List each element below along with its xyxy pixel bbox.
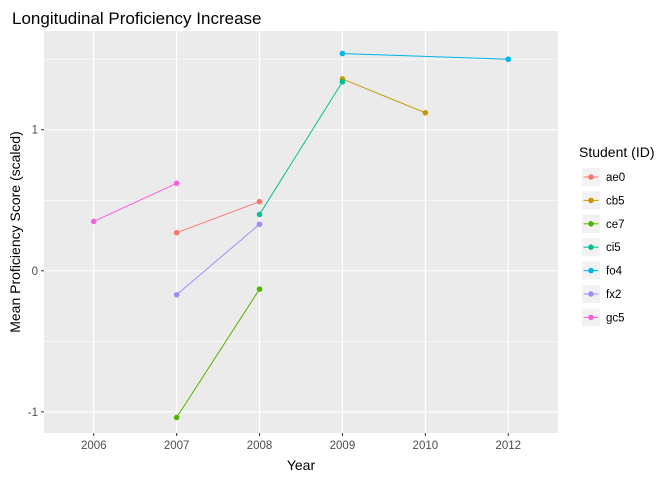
data-point-fx2: [173, 291, 180, 298]
data-point-fx2: [256, 221, 263, 228]
data-point-ci5: [339, 78, 346, 85]
x-tick-label: 2008: [247, 440, 273, 452]
x-tick-label: 2012: [495, 440, 521, 452]
legend-label-cb5: cb5: [606, 195, 625, 207]
series-points: [90, 50, 512, 421]
legend-label-ae0: ae0: [606, 172, 625, 184]
legend-label-fx2: fx2: [606, 289, 621, 301]
data-point-ci5: [256, 211, 263, 218]
x-tick-label: 2009: [330, 440, 356, 452]
y-tick-label: -1: [28, 407, 38, 419]
series-line-ce7: [176, 288, 260, 418]
chart-title: Longitudinal Proficiency Increase: [12, 9, 261, 28]
data-point-ce7: [256, 286, 263, 292]
grid-major: [44, 31, 558, 433]
y-axis-title: Mean Proficiency Score (scaled): [7, 131, 23, 333]
data-point-ce7: [173, 414, 180, 421]
plot-panel: [44, 31, 558, 433]
data-point-fo4: [339, 50, 346, 57]
legend-point-fo4: [588, 267, 594, 274]
data-point-fo4: [505, 56, 512, 63]
legend-label-ce7: ce7: [606, 219, 625, 231]
data-point-gc5: [90, 218, 97, 225]
series-line-ae0: [176, 201, 260, 234]
x-tick-label: 2006: [81, 440, 107, 452]
legend-label-ci5: ci5: [606, 242, 621, 254]
legend-point-gc5: [588, 314, 594, 321]
legend-point-ae0: [588, 174, 594, 180]
series-lines: [93, 53, 509, 418]
legend-point-ce7: [588, 221, 594, 227]
data-point-cb5: [422, 110, 429, 116]
series-line-ci5: [259, 81, 343, 215]
y-axis-ticks: -1 0 1: [28, 125, 44, 419]
x-axis-title: Year: [287, 457, 316, 473]
legend-title: Student (ID): [579, 144, 654, 160]
series-line-gc5: [93, 182, 177, 222]
legend-point-fx2: [588, 291, 594, 297]
grid-minor: [44, 58, 558, 342]
data-point-ae0: [173, 229, 180, 236]
series-line-fx2: [176, 223, 260, 296]
data-point-ae0: [256, 198, 263, 205]
legend-items: ae0 cb5 ce7 ci5 fo4 fx2 gc5: [582, 168, 625, 327]
data-point-gc5: [173, 180, 180, 187]
y-tick-label: 0: [32, 266, 38, 278]
x-axis-ticks: 2006 2007 2008 2009 2010 2012: [81, 433, 521, 452]
y-tick-label: 1: [32, 125, 38, 137]
series-line-fo4: [342, 53, 509, 60]
series-line-cb5: [342, 78, 426, 114]
x-tick-label: 2010: [413, 440, 439, 452]
legend-point-cb5: [588, 197, 594, 204]
legend-point-ci5: [588, 244, 594, 250]
legend: Student (ID) ae0 cb5 ce7 ci5 fo4 fx2 gc5: [579, 144, 654, 327]
legend-label-fo4: fo4: [606, 266, 623, 278]
x-tick-label: 2007: [164, 440, 190, 452]
legend-label-gc5: gc5: [606, 312, 625, 324]
